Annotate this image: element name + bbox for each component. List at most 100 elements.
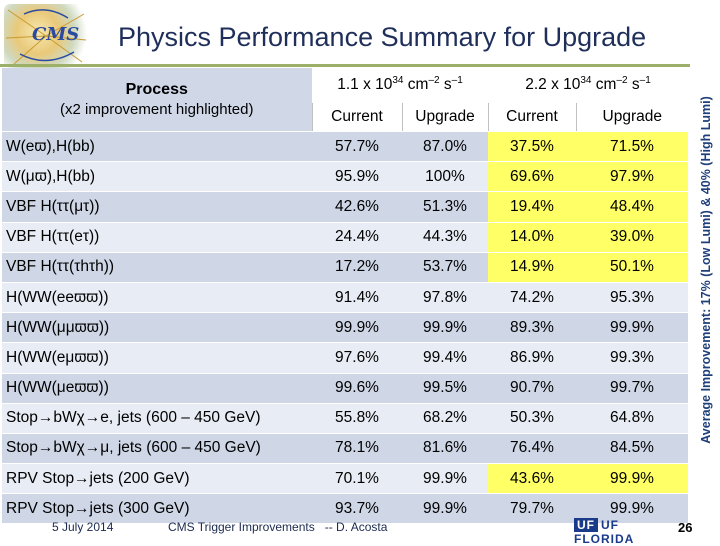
efficiency-cell: 99.7% xyxy=(576,373,688,404)
title-divider xyxy=(0,64,690,67)
efficiency-cell: 71.5% xyxy=(576,131,688,163)
footer-date: 5 July 2014 xyxy=(52,520,114,534)
process-name: W(μϖ),H(bb) xyxy=(2,161,312,193)
efficiency-cell: 99.9% xyxy=(576,493,688,525)
cms-logo: CMS xyxy=(4,4,88,68)
efficiency-cell: 95.9% xyxy=(312,161,402,193)
col-low-current: Current xyxy=(311,102,402,132)
performance-table: Process (x2 improvement highlighted) 1.1… xyxy=(2,68,688,525)
process-name: VBF H(ττ(τhτh)) xyxy=(2,252,312,283)
cms-logo-text: CMS xyxy=(32,24,80,45)
process-name: VBF H(ττ(μτ)) xyxy=(2,191,312,223)
efficiency-cell: 95.3% xyxy=(576,282,688,314)
footer-talk: CMS Trigger Improvements -- D. Acosta xyxy=(168,520,388,534)
efficiency-cell: 99.9% xyxy=(576,463,688,495)
efficiency-cell: 81.6% xyxy=(402,433,488,465)
process-name: VBF H(ττ(eτ)) xyxy=(2,222,312,253)
process-name: H(WW(eμϖϖ)) xyxy=(2,342,312,374)
efficiency-cell: 93.7% xyxy=(312,493,402,525)
table-row: W(eϖ),H(bb) 57.7% 87.0% 37.5% 71.5% xyxy=(2,131,688,163)
process-name: RPV Stop→jets (200 GeV) xyxy=(2,463,312,495)
efficiency-cell: 43.6% xyxy=(488,463,576,495)
efficiency-cell: 50.1% xyxy=(576,252,688,283)
efficiency-cell: 42.6% xyxy=(312,191,402,223)
efficiency-cell: 99.5% xyxy=(402,373,488,404)
efficiency-cell: 99.4% xyxy=(402,342,488,374)
efficiency-cell: 76.4% xyxy=(488,433,576,465)
col-high-upgrade: Upgrade xyxy=(575,102,688,132)
efficiency-cell: 84.5% xyxy=(576,433,688,465)
efficiency-cell: 99.9% xyxy=(576,312,688,344)
efficiency-cell: 39.0% xyxy=(576,222,688,253)
efficiency-cell: 69.6% xyxy=(488,161,576,193)
table-row: H(WW(eeϖϖ)) 91.4% 97.8% 74.2% 95.3% xyxy=(2,282,688,314)
efficiency-cell: 57.7% xyxy=(312,131,402,163)
table-row: RPV Stop→jets (200 GeV) 70.1% 99.9% 43.6% 99… xyxy=(2,463,688,495)
col-low-upgrade: Upgrade xyxy=(401,102,488,132)
efficiency-cell: 91.4% xyxy=(312,282,402,314)
efficiency-cell: 99.9% xyxy=(402,493,488,525)
table-row: H(WW(eμϖϖ)) 97.6% 99.4% 86.9% 99.3% xyxy=(2,342,688,374)
efficiency-cell: 74.2% xyxy=(488,282,576,314)
efficiency-cell: 87.0% xyxy=(402,131,488,163)
process-note: (x2 improvement highlighted) xyxy=(60,101,254,118)
process-label: Process xyxy=(125,81,188,98)
table-row: VBF H(ττ(μτ)) 42.6% 51.3% 19.4% 48.4% xyxy=(2,191,688,223)
efficiency-cell: 97.9% xyxy=(576,161,688,193)
table-row: W(μϖ),H(bb) 95.9% 100% 69.6% 97.9% xyxy=(2,161,688,193)
efficiency-cell: 97.8% xyxy=(402,282,488,314)
efficiency-cell: 48.4% xyxy=(576,191,688,223)
table-row: Stop→bWχ→μ, jets (600 – 450 GeV) 78.1% 81.… xyxy=(2,433,688,465)
page-number: 26 xyxy=(678,520,693,535)
table-row: VBF H(ττ(τhτh)) 17.2% 53.7% 14.9% 50.1% xyxy=(2,252,688,283)
university-logo: UF UF FLORIDA xyxy=(574,518,658,546)
average-improvement-label: Average Improvement: 17% (Low Lumi) & 40… xyxy=(699,96,713,444)
efficiency-cell: 64.8% xyxy=(576,403,688,434)
process-name: RPV Stop→jets (300 GeV) xyxy=(2,493,312,525)
uf-mark-icon: UF xyxy=(574,518,598,532)
process-header: Process (x2 improvement highlighted) xyxy=(2,68,312,132)
efficiency-cell: 14.0% xyxy=(488,222,576,253)
header-row-columns: Current Upgrade Current Upgrade xyxy=(2,102,688,132)
process-name: H(WW(μμϖϖ)) xyxy=(2,312,312,344)
table-row: H(WW(μμϖϖ)) 99.9% 99.9% 89.3% 99.9% xyxy=(2,312,688,344)
efficiency-cell: 51.3% xyxy=(402,191,488,223)
process-name: W(eϖ),H(bb) xyxy=(2,131,312,163)
efficiency-cell: 44.3% xyxy=(402,222,488,253)
efficiency-cell: 99.9% xyxy=(312,312,402,344)
table-row: H(WW(μeϖϖ)) 99.6% 99.5% 90.7% 99.7% xyxy=(2,373,688,404)
efficiency-cell: 68.2% xyxy=(402,403,488,434)
table-row: VBF H(ττ(eτ)) 24.4% 44.3% 14.0% 39.0% xyxy=(2,222,688,253)
header-row-lumi: Process (x2 improvement highlighted) 1.1… xyxy=(2,68,688,132)
efficiency-cell: 100% xyxy=(402,161,488,193)
efficiency-cell: 99.6% xyxy=(312,373,402,404)
efficiency-cell: 24.4% xyxy=(312,222,402,253)
efficiency-cell: 50.3% xyxy=(488,403,576,434)
process-name: H(WW(μeϖϖ)) xyxy=(2,373,312,404)
efficiency-cell: 70.1% xyxy=(312,463,402,495)
efficiency-cell: 89.3% xyxy=(488,312,576,344)
efficiency-cell: 97.6% xyxy=(312,342,402,374)
efficiency-cell: 78.1% xyxy=(312,433,402,465)
table-row: Stop→bWχ→e, jets (600 – 450 GeV) 55.8% 68.… xyxy=(2,403,688,434)
efficiency-cell: 79.7% xyxy=(488,493,576,525)
process-name: Stop→bWχ→μ, jets (600 – 450 GeV) xyxy=(2,433,312,465)
efficiency-cell: 55.8% xyxy=(312,403,402,434)
high-lumi-header: 2.2 x 1034 cm–2 s–1 xyxy=(488,68,688,103)
process-name: Stop→bWχ→e, jets (600 – 450 GeV) xyxy=(2,403,312,434)
low-lumi-header: 1.1 x 1034 cm–2 s–1 xyxy=(312,68,488,103)
efficiency-cell: 99.9% xyxy=(402,463,488,495)
process-name: H(WW(eeϖϖ)) xyxy=(2,282,312,314)
efficiency-cell: 99.3% xyxy=(576,342,688,374)
efficiency-cell: 19.4% xyxy=(488,191,576,223)
table-row: RPV Stop→jets (300 GeV) 93.7% 99.9% 79.7% 99… xyxy=(2,493,688,525)
efficiency-cell: 90.7% xyxy=(488,373,576,404)
col-high-current: Current xyxy=(487,102,576,132)
efficiency-cell: 53.7% xyxy=(402,252,488,283)
efficiency-cell: 14.9% xyxy=(488,252,576,283)
cms-logo-graphic xyxy=(5,9,87,65)
efficiency-cell: 99.9% xyxy=(402,312,488,344)
page-title: Physics Performance Summary for Upgrade xyxy=(118,22,647,52)
efficiency-cell: 86.9% xyxy=(488,342,576,374)
efficiency-cell: 17.2% xyxy=(312,252,402,283)
